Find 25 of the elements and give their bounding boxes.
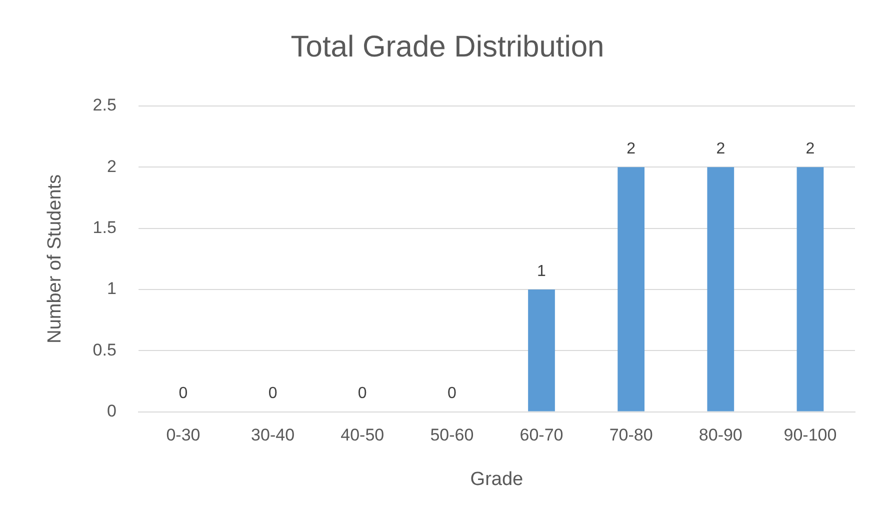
y-tick-label: 2.5 xyxy=(92,96,116,115)
y-tick-label: 1 xyxy=(106,279,116,298)
x-tick-label: 0-30 xyxy=(166,426,200,445)
x-tick-label: 40-50 xyxy=(340,426,384,445)
y-tick-label: 0 xyxy=(106,401,116,420)
x-axis-title: Grade xyxy=(470,468,524,490)
data-label: 0 xyxy=(358,385,367,402)
x-tick-label: 50-60 xyxy=(430,426,474,445)
x-tick-label: 90-100 xyxy=(784,426,837,445)
data-label: 2 xyxy=(806,140,815,158)
y-axis-title: Number of Students xyxy=(44,174,66,344)
x-tick-label: 70-80 xyxy=(609,426,653,445)
y-tick-label: 0.5 xyxy=(92,340,116,360)
x-tick-label: 80-90 xyxy=(698,426,742,445)
y-tick-label: 1.5 xyxy=(92,218,116,238)
data-label: 0 xyxy=(178,385,188,402)
data-label: 2 xyxy=(626,140,636,158)
data-label: 0 xyxy=(447,385,456,402)
data-label: 0 xyxy=(268,385,278,402)
chart-title: Total Grade Distribution xyxy=(290,30,604,64)
data-label: 2 xyxy=(716,140,726,158)
data-label: 1 xyxy=(537,262,546,280)
y-tick-label: 2 xyxy=(106,156,116,176)
x-tick-label: 60-70 xyxy=(520,426,564,445)
x-tick-label: 30-40 xyxy=(251,426,295,445)
